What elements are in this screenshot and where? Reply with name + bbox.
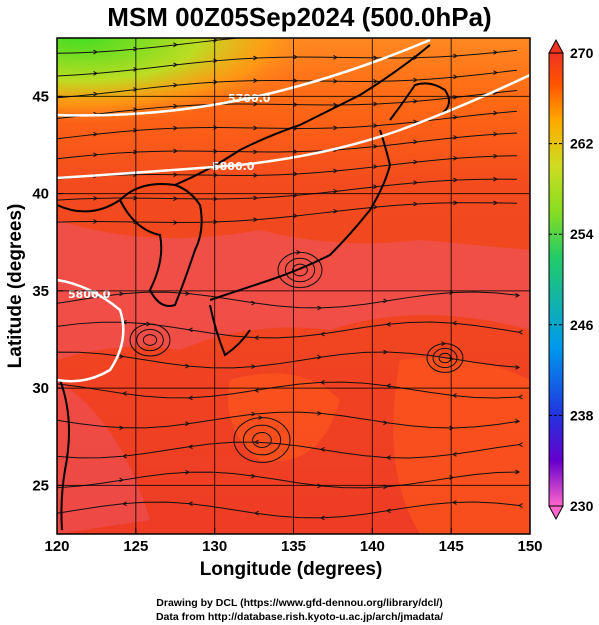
colorbar-ramp [548, 52, 564, 507]
y-tick-label: 45 [32, 88, 49, 105]
wind-streamline [292, 263, 308, 277]
y-tick-label: 40 [32, 186, 49, 203]
wind-arrow [373, 32, 377, 36]
wind-streamline [242, 424, 282, 456]
wind-streamline [57, 49, 518, 77]
wind-streamline [57, 202, 518, 226]
contour-label: 5800.0 [212, 160, 255, 173]
y-tick-label: 25 [32, 477, 49, 494]
wind-streamline [57, 501, 520, 519]
x-tick-label: 125 [123, 538, 148, 555]
colorbar-tick-label: 270 [570, 45, 594, 61]
chart-title: MSM 00Z05Sep2024 (500.0hPa) [107, 2, 492, 32]
wind-streamline [57, 411, 520, 429]
wind-arrow [453, 32, 457, 36]
wind-arrow [515, 418, 521, 424]
credit-data: Data from http://database.rish.kyoto-u.a… [155, 611, 444, 623]
credit-drawing: Drawing by DCL (https://www.gfd-dennou.o… [156, 597, 443, 609]
wind-streamline [57, 132, 518, 160]
x-tick-label: 135 [281, 538, 306, 555]
wind-streamline [252, 431, 272, 449]
wind-arrow [441, 341, 447, 346]
wind-streamlines [57, 30, 523, 521]
colorbar-ticks: 270 262 254 246 238 230 [549, 45, 594, 514]
wind-streamline [57, 89, 518, 120]
x-tick-label: 145 [439, 538, 464, 555]
wind-streamline [57, 69, 518, 99]
wind-arrow [293, 32, 297, 36]
wind-streamline [57, 178, 518, 204]
colorbar-bottom-arrow [548, 505, 564, 521]
wind-streamline [57, 441, 520, 459]
height-contours [57, 38, 530, 383]
y-tick-label: 30 [32, 380, 49, 397]
wind-streamline [233, 417, 291, 463]
wind-arrow [413, 33, 417, 37]
wind-streamline [284, 257, 316, 283]
wind-streamline [57, 471, 520, 489]
wind-streamline [129, 323, 171, 357]
wind-arrow [296, 250, 302, 255]
wind-streamline [432, 347, 458, 369]
y-tick-label: 35 [32, 283, 49, 300]
wind-streamline [57, 321, 520, 339]
wind-arrow [258, 415, 264, 420]
wind-arrow [515, 293, 521, 298]
longitude-ticks: 120 125 130 135 140 145 150 [44, 528, 543, 555]
wind-streamline [57, 38, 244, 54]
wind-arrow [493, 30, 497, 34]
wind-streamline [142, 334, 158, 346]
credits: Drawing by DCL (https://www.gfd-dennou.o… [0, 596, 599, 624]
y-axis-title: Latitude (degrees) [5, 204, 26, 369]
contour-label: 5800.0 [68, 288, 111, 301]
wind-streamline [57, 381, 520, 399]
x-tick-label: 130 [202, 538, 227, 555]
wind-streamline [277, 251, 323, 289]
wind-arrow [333, 32, 337, 36]
colorbar-tick-label: 262 [570, 136, 594, 152]
colorbar: 270 262 254 246 238 230 [548, 38, 594, 521]
x-tick-label: 150 [517, 538, 542, 555]
colorbar-top-arrow [548, 38, 564, 54]
weather-map: 5700.0 5800.0 5800.0 120 125 130 135 140 145 1… [5, 30, 594, 580]
wind-streamline [57, 351, 520, 369]
wind-streamline [57, 110, 518, 140]
wind-streamline [438, 352, 452, 364]
wind-streamline [136, 328, 164, 352]
colorbar-tick-label: 238 [570, 407, 594, 423]
x-tick-label: 120 [44, 538, 69, 555]
colorbar-tick-label: 230 [570, 498, 594, 514]
colorbar-tick-label: 246 [570, 317, 594, 333]
wind-streamline [426, 343, 464, 373]
contour-label: 5700.0 [228, 92, 271, 105]
wind-streamline [57, 291, 520, 309]
latitude-ticks: 25 30 35 40 45 [32, 88, 63, 494]
graticule [57, 38, 530, 534]
coastlines [57, 44, 450, 531]
wind-arrow [517, 329, 523, 335]
x-tick-label: 140 [360, 538, 385, 555]
colorbar-tick-label: 254 [570, 226, 594, 242]
x-axis-title: Longitude (degrees) [200, 559, 383, 580]
